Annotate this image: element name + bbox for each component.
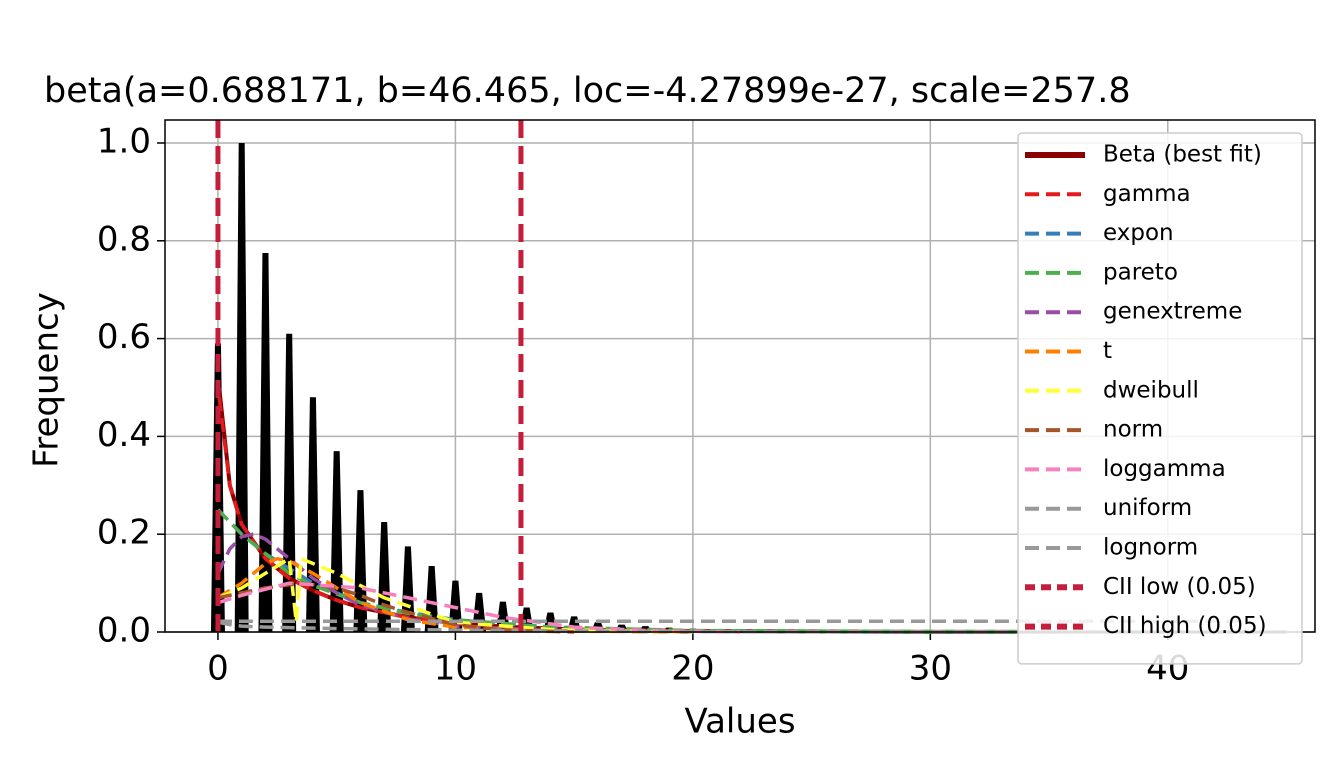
fit-line bbox=[217, 581, 741, 634]
x-tick-label: 0 bbox=[207, 649, 229, 689]
y-tick-label: 0.2 bbox=[97, 513, 151, 553]
y-tick-label: 0.8 bbox=[97, 219, 151, 259]
legend-label: expon bbox=[1103, 220, 1174, 246]
legend-label: norm bbox=[1103, 417, 1163, 443]
fit-line bbox=[217, 620, 1287, 634]
fit-line bbox=[217, 555, 693, 634]
histogram-spike bbox=[377, 521, 392, 632]
legend-label: Beta (best fit) bbox=[1103, 142, 1262, 168]
plot-frame bbox=[164, 119, 1316, 633]
y-tick-label: 0.4 bbox=[97, 415, 151, 455]
histogram-spike bbox=[234, 142, 249, 632]
chart-title: beta(a=0.688171, b=46.465, loc=-4.27899e… bbox=[44, 71, 1131, 111]
legend-label: dweibull bbox=[1103, 377, 1199, 403]
x-tick-label: 20 bbox=[671, 649, 714, 689]
x-tick-label: 30 bbox=[909, 649, 952, 689]
x-axis-label: Values bbox=[684, 702, 795, 742]
legend-label: CII low (0.05) bbox=[1103, 574, 1256, 600]
legend-label: CII high (0.05) bbox=[1103, 613, 1267, 639]
legend-label: t bbox=[1103, 338, 1112, 364]
legend-label: uniform bbox=[1103, 495, 1192, 521]
legend-label: pareto bbox=[1103, 259, 1178, 285]
legend-label: genextreme bbox=[1103, 299, 1242, 325]
histogram-spike bbox=[305, 397, 320, 632]
legend-label: gamma bbox=[1103, 181, 1191, 207]
fit-line bbox=[217, 581, 575, 634]
legend-label: loggamma bbox=[1103, 456, 1226, 482]
x-tick-label: 10 bbox=[434, 649, 477, 689]
histogram-spike bbox=[353, 490, 368, 632]
y-tick-label: 0.6 bbox=[97, 317, 151, 357]
y-tick-label: 0.0 bbox=[97, 611, 151, 651]
histogram-spike bbox=[329, 451, 344, 632]
y-tick-label: 1.0 bbox=[97, 121, 151, 161]
legend-box bbox=[1017, 132, 1303, 665]
legend-label: lognorm bbox=[1103, 535, 1198, 561]
y-axis-label: Frequency bbox=[27, 292, 67, 468]
